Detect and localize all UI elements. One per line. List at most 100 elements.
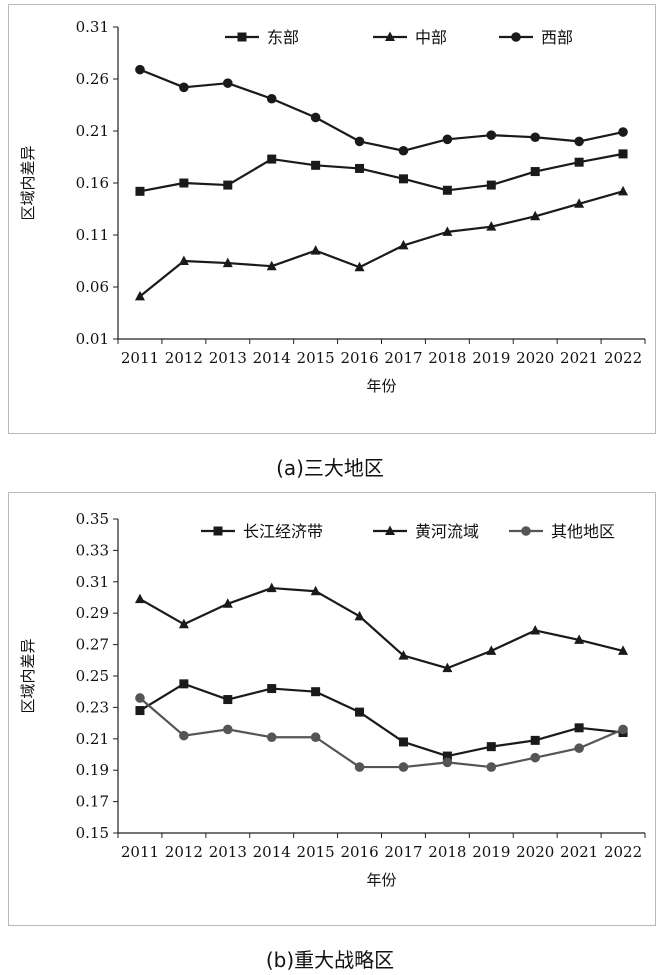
chart-1-series-2	[135, 693, 628, 772]
chart-1-data-point	[223, 695, 233, 705]
chart-1-data-point	[178, 618, 189, 629]
chart-1-data-point	[398, 737, 408, 747]
chart-0-y-tick-label: 0.06	[76, 278, 109, 296]
chart-1-legend-item: 其他地区	[509, 522, 615, 541]
chart-0-data-point	[354, 261, 365, 272]
chart-1-y-tick-label: 0.29	[76, 604, 109, 622]
chart-0-x-tick-label: 2014	[253, 349, 291, 367]
chart-0-x-tick-label: 2020	[516, 349, 554, 367]
chart-1-data-point	[398, 650, 409, 660]
chart-1-x-tick-label: 2020	[516, 843, 554, 861]
chart-1-legend-label: 长江经济带	[243, 522, 323, 541]
chart-panel-b: 0.15 0.17 0.19 0.21 0.23 0.25 0.27 0.29 0.31 0.33…	[8, 492, 656, 926]
chart-1-data-point	[530, 735, 540, 745]
chart-1-series-line	[139, 586, 624, 670]
chart-1-x-tick-label: 2021	[560, 843, 598, 861]
chart-0-data-point	[574, 136, 584, 147]
chart-0-y-tick-label: 0.26	[76, 70, 109, 88]
chart-0-series-line	[139, 190, 624, 298]
chart-1-y-tick-label: 0.21	[76, 730, 109, 748]
chart-1-data-point	[442, 751, 452, 761]
chart-1-data-point	[618, 645, 629, 655]
chart-1-y-axis-label: 区域内差异	[19, 638, 37, 713]
chart-0-data-point	[486, 180, 496, 190]
chart-1-data-point	[310, 585, 321, 596]
chart-0-x-tick-label: 2022	[604, 349, 642, 367]
chart-1-data-point	[354, 762, 365, 772]
chart-panel-a: 0.01 0.06 0.11 0.16 0.21 0.26 0.31 2011 2012 2013…	[8, 4, 656, 434]
chart-0-y-tick-label: 0.11	[76, 226, 109, 244]
chart-0-x-tick-label: 2013	[209, 349, 247, 367]
chart-1-data-point	[354, 610, 365, 621]
chart-0-data-point	[442, 134, 453, 145]
chart-1-data-point	[574, 634, 585, 644]
chart-0-data-point	[135, 186, 145, 196]
chart-1-x-tick-label: 2016	[340, 843, 378, 861]
chart-1-data-point	[134, 593, 145, 604]
chart-1-data-point	[222, 724, 233, 735]
chart-caption-a: (a)三大地区	[276, 456, 384, 480]
chart-0-data-point	[223, 180, 233, 190]
chart-1-data-point	[135, 693, 145, 703]
chart-1-legend-item: 黄河流域	[373, 522, 479, 541]
chart-1-data-point	[618, 724, 628, 735]
chart-0-data-point	[442, 185, 452, 195]
chart-1-legend-label: 黄河流域	[415, 522, 479, 541]
chart-0-data-point	[266, 260, 277, 271]
chart-0-data-point	[486, 221, 497, 231]
chart-0-legend-marker	[511, 32, 521, 42]
chart-0-data-point	[222, 78, 233, 88]
chart-1-y-tick-label: 0.27	[76, 636, 109, 654]
chart-1-x-tick-label: 2019	[472, 843, 510, 861]
chart-1-data-point	[486, 645, 497, 655]
chart-1-data-point	[530, 752, 541, 763]
chart-1-data-point	[135, 706, 145, 716]
chart-1-data-point	[486, 762, 497, 772]
chart-0-x-tick-label: 2019	[472, 349, 510, 367]
chart-1-y-tick-label: 0.35	[76, 510, 109, 528]
chart-1-legend-marker	[521, 526, 531, 536]
chart-0-data-point	[442, 226, 453, 236]
chart-1-legend-marker	[385, 525, 395, 535]
chart-0-data-point	[134, 290, 145, 301]
chart-0-legend-item: 中部	[373, 28, 447, 47]
chart-0-x-tick-label: 2011	[121, 349, 159, 367]
line-chart-b: 0.15 0.17 0.19 0.21 0.23 0.25 0.27 0.29 0.31 0.33…	[19, 510, 646, 889]
chart-0-y-tick-label: 0.01	[76, 330, 109, 348]
chart-0-data-point	[267, 154, 277, 164]
chart-1-legend-item: 长江经济带	[201, 522, 323, 541]
chart-1-data-point	[179, 730, 189, 741]
chart-0-legend-label: 东部	[267, 28, 299, 47]
chart-1-y-tick-label: 0.33	[76, 541, 109, 559]
chart-1-series-1	[134, 582, 629, 673]
chart-1-y-tick-label: 0.31	[76, 573, 109, 591]
chart-0-x-tick-label: 2016	[340, 349, 378, 367]
chart-1-series-line	[139, 682, 624, 758]
chart-1-y-tick-label: 0.23	[76, 698, 109, 716]
chart-0-data-point	[266, 93, 277, 104]
chart-1-data-point	[355, 707, 365, 717]
chart-0-data-point	[179, 82, 189, 93]
chart-0-data-point	[530, 167, 540, 177]
chart-1-data-point	[486, 742, 496, 752]
chart-1-data-point	[266, 582, 277, 593]
chart-0-y-tick-label: 0.31	[76, 18, 109, 36]
chart-0-data-point	[310, 245, 321, 255]
chart-0-y-axis-label: 区域内差异	[19, 145, 37, 220]
chart-0-x-tick-label: 2015	[297, 349, 335, 367]
chart-0-legend-label: 西部	[541, 28, 573, 47]
chart-1-data-point	[530, 624, 541, 635]
chart-0-data-point	[354, 136, 365, 147]
chart-0-y-tick-label: 0.16	[76, 174, 109, 192]
chart-0-data-point	[398, 145, 409, 156]
chart-0-x-tick-label: 2017	[384, 349, 422, 367]
chart-0-series-0	[135, 149, 628, 196]
chart-1-x-tick-label: 2012	[165, 843, 203, 861]
chart-0-data-point	[618, 185, 629, 196]
chart-0-series-line	[139, 152, 624, 193]
chart-1-x-axis-label: 年份	[366, 871, 396, 889]
chart-1-series-line	[139, 697, 624, 769]
chart-1-y-tick-label: 0.25	[76, 667, 109, 685]
chart-1-x-tick-label: 2011	[121, 843, 159, 861]
chart-1-x-tick-label: 2018	[428, 843, 466, 861]
